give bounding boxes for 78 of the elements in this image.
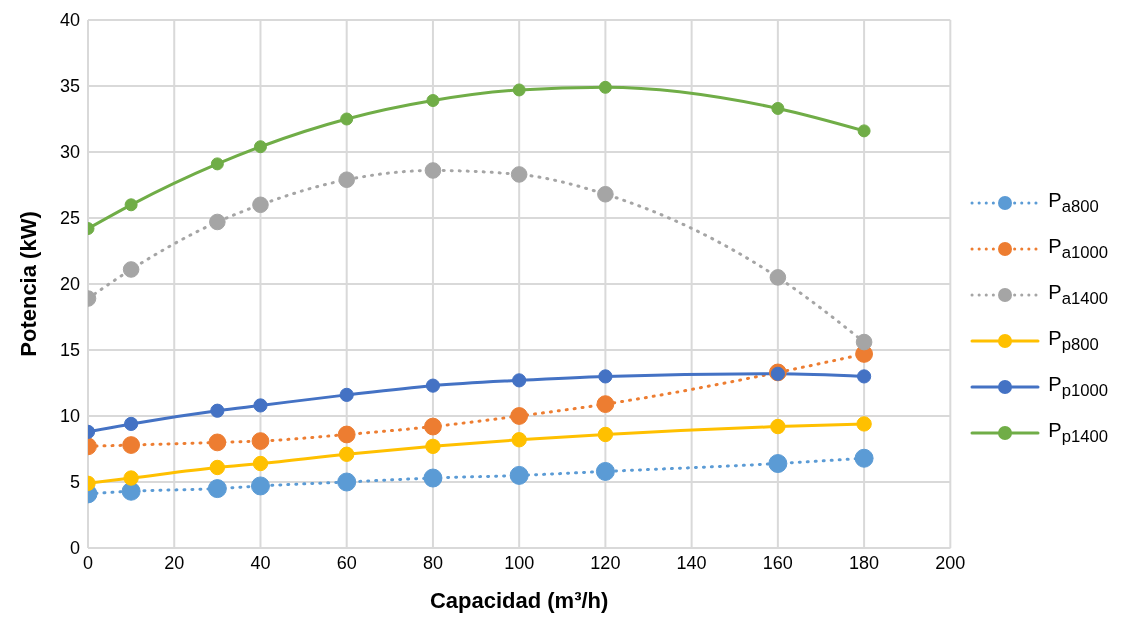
legend-label: P$_{p1000}$ <box>1048 373 1108 401</box>
point <box>124 198 138 212</box>
point <box>207 479 227 499</box>
point <box>122 436 141 454</box>
point <box>252 455 269 472</box>
y-tick-label: 0 <box>69 538 80 559</box>
point <box>510 407 529 425</box>
x-axis-title: Capacidad (m³/h) <box>429 588 609 613</box>
y-tick-label: 25 <box>59 208 80 229</box>
point <box>855 333 873 351</box>
y-tick-label: 35 <box>59 76 80 97</box>
point <box>768 454 788 474</box>
point <box>510 166 528 183</box>
x-tick-label: 140 <box>676 552 707 573</box>
legend-label: P$_{p800}$ <box>1048 327 1099 355</box>
point <box>252 196 269 214</box>
point <box>596 395 615 414</box>
point <box>854 448 874 468</box>
x-tick-label: 120 <box>590 552 621 573</box>
x-tick-label: 60 <box>336 552 357 573</box>
point <box>210 157 224 171</box>
point <box>856 416 872 432</box>
point <box>509 465 529 485</box>
y-tick-label: 10 <box>59 406 80 427</box>
x-tick-label: 180 <box>849 552 880 573</box>
point <box>597 426 614 443</box>
y-tick-label: 15 <box>59 340 80 361</box>
y-tick-label: 30 <box>59 142 80 163</box>
point <box>425 378 441 393</box>
point <box>511 432 527 448</box>
point <box>598 80 612 94</box>
x-tick-label: 80 <box>422 552 443 573</box>
legend-label: P$_{a1400}$ <box>1048 281 1108 309</box>
point <box>338 171 355 189</box>
point <box>339 446 355 462</box>
point <box>595 461 615 481</box>
legend-label: P$_{a800}$ <box>1048 189 1099 217</box>
point <box>209 459 226 476</box>
y-tick-label: 40 <box>59 10 80 31</box>
y-axis-title: Potencia (kW) <box>15 211 41 357</box>
point <box>512 373 527 388</box>
point <box>339 387 354 402</box>
point <box>253 140 267 154</box>
y-tick-label: 20 <box>59 274 80 295</box>
point <box>771 101 785 115</box>
x-tick-label: 100 <box>504 552 535 573</box>
point <box>597 185 614 203</box>
point <box>424 162 442 179</box>
point <box>253 398 268 413</box>
point <box>857 369 872 384</box>
point <box>425 438 441 455</box>
x-tick-label: 20 <box>164 552 185 573</box>
point <box>208 433 227 452</box>
point <box>122 261 140 278</box>
x-tick-label: 160 <box>762 552 793 573</box>
point <box>337 472 357 492</box>
point <box>857 124 871 138</box>
point <box>337 425 356 444</box>
point <box>423 468 443 488</box>
point <box>123 470 139 486</box>
point <box>250 476 270 496</box>
point <box>424 417 442 436</box>
point <box>770 418 786 435</box>
x-tick-label: 0 <box>82 552 94 573</box>
point <box>769 269 787 286</box>
x-tick-label: 200 <box>935 552 966 573</box>
point <box>340 112 354 126</box>
legend-label: P$_{p1400}$ <box>1048 419 1108 447</box>
point <box>209 213 226 231</box>
point <box>426 94 440 108</box>
y-tick-label: 5 <box>69 472 80 493</box>
x-tick-label: 40 <box>250 552 271 573</box>
point <box>598 369 613 384</box>
point <box>210 403 225 418</box>
point <box>251 432 270 450</box>
point <box>124 416 139 432</box>
point <box>512 83 526 97</box>
legend-label: P$_{a1000}$ <box>1048 235 1108 263</box>
